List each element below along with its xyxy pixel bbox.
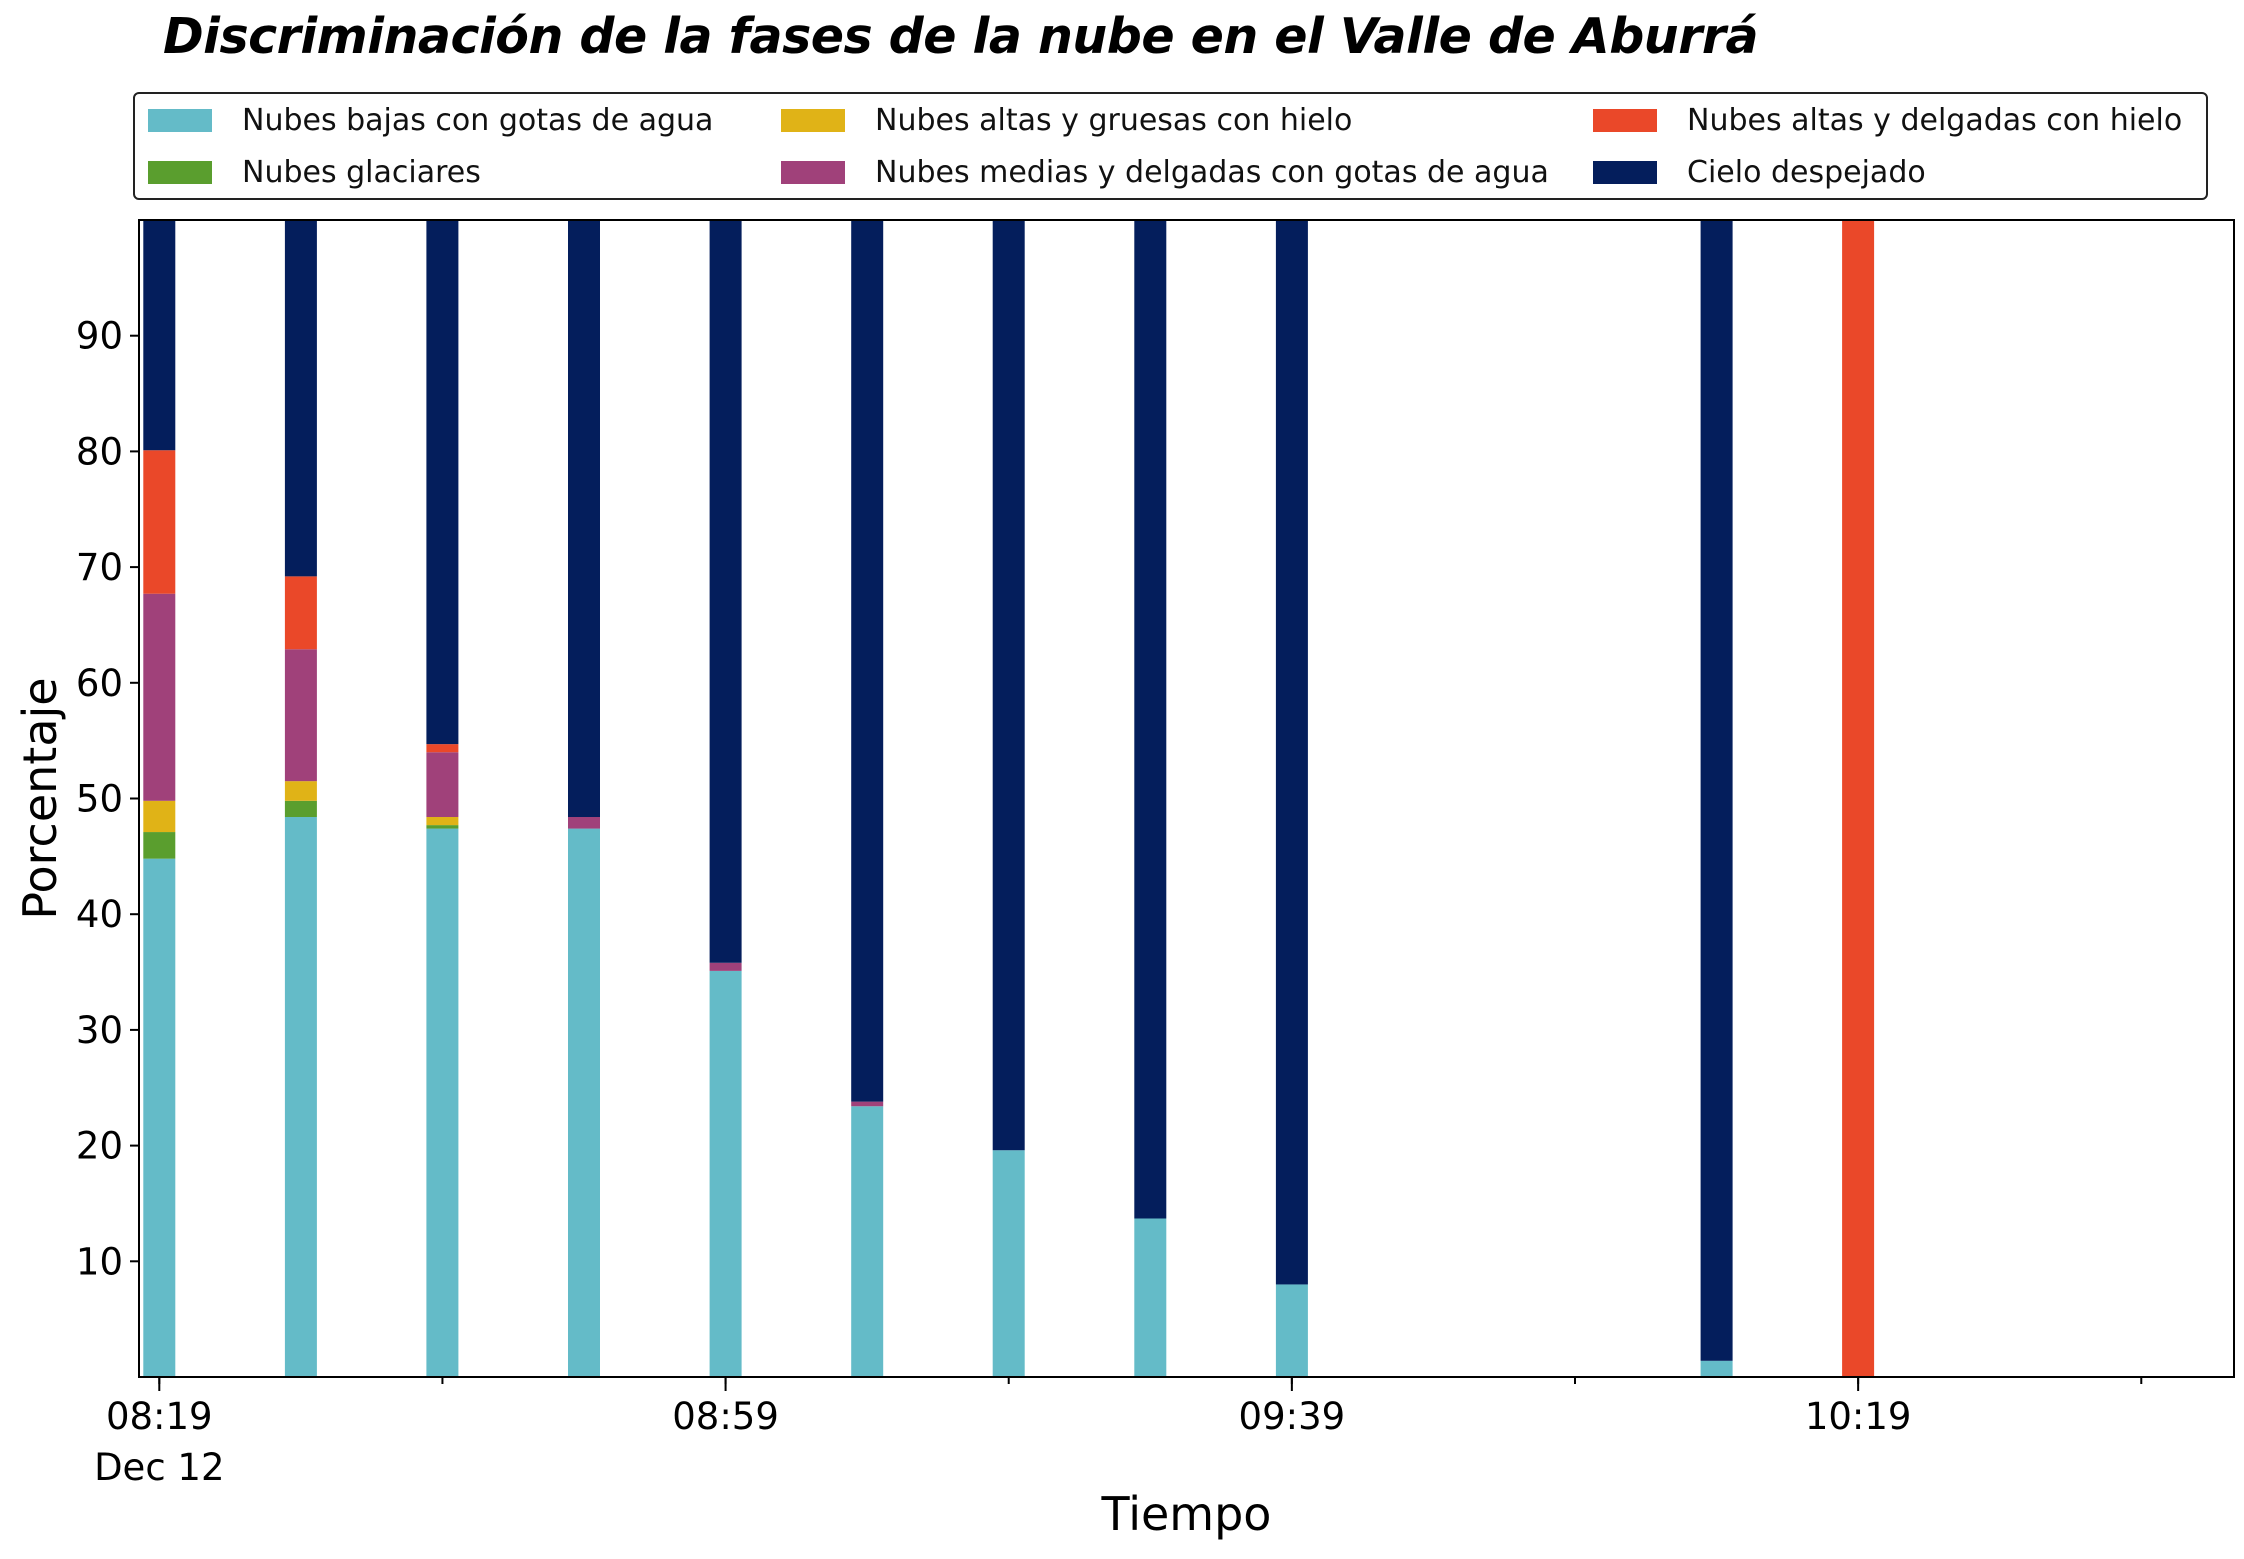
bar-segment: [1700, 220, 1733, 1361]
x-date-label: Dec 12: [94, 1446, 224, 1489]
legend-item: Nubes bajas con gotas de agua: [148, 98, 713, 142]
bar-segment: [284, 800, 317, 818]
bar-segment: [426, 828, 459, 1377]
bar-segment: [1700, 1360, 1733, 1377]
bar-segment: [426, 744, 459, 753]
bar-segment: [1275, 220, 1308, 1285]
bar-segment: [568, 220, 600, 818]
legend-item: Nubes altas y gruesas con hielo: [781, 98, 1352, 142]
y-tick-label: 20: [76, 1125, 123, 1168]
legend-label: Nubes glaciares: [242, 154, 481, 190]
bar-segment: [143, 800, 176, 833]
bar-segment: [143, 450, 176, 594]
bar-segment: [568, 828, 600, 1377]
legend-swatch: [148, 108, 212, 132]
y-axis-label: Porcentaje: [13, 677, 67, 919]
bar-segment: [992, 1150, 1025, 1377]
bar-segment: [143, 593, 176, 801]
x-tick-label: 08:59: [672, 1395, 779, 1438]
legend-swatch: [781, 160, 845, 184]
bar-segment: [284, 649, 317, 782]
legend-item: Nubes medias y delgadas con gotas de agu…: [781, 150, 1549, 194]
bar-segment: [709, 962, 742, 971]
bar-segment: [1134, 220, 1167, 1219]
x-axis-label: Tiempo: [1101, 1487, 1272, 1541]
legend-swatch: [148, 160, 212, 184]
x-tick-label: 08:19: [106, 1395, 213, 1438]
legend-label: Nubes bajas con gotas de agua: [242, 102, 714, 138]
bar-segment: [851, 1101, 884, 1107]
bar-segment: [709, 220, 742, 963]
legend-label: Cielo despejado: [1687, 154, 1926, 190]
legend-swatch: [781, 108, 845, 132]
bar-segment: [992, 220, 1025, 1151]
bar-segment: [426, 825, 459, 829]
legend-item: Nubes glaciares: [148, 150, 481, 194]
y-tick-label: 90: [76, 315, 123, 358]
bar-segment: [143, 832, 176, 859]
bar-segment: [709, 970, 742, 1377]
bar-segment: [426, 817, 459, 826]
bar-segment: [851, 220, 884, 1102]
bar-segment: [284, 781, 317, 801]
bar-segment: [143, 858, 176, 1377]
bar-segment: [426, 220, 459, 745]
y-tick-label: 10: [76, 1240, 123, 1283]
legend-item: Cielo despejado: [1593, 150, 1926, 194]
y-tick-label: 60: [76, 662, 123, 705]
legend-swatch: [1593, 108, 1657, 132]
bar-segment: [1134, 1218, 1167, 1377]
y-tick-label: 50: [76, 778, 123, 821]
bar-segment: [284, 220, 317, 577]
legend-label: Nubes altas y gruesas con hielo: [875, 102, 1353, 138]
bar-segment: [284, 817, 317, 1377]
y-tick-label: 40: [76, 893, 123, 936]
bar-segment: [1842, 220, 1875, 1377]
bar-segment: [284, 576, 317, 650]
y-tick-label: 80: [76, 430, 123, 473]
legend-swatch: [1593, 160, 1657, 184]
bar-segment: [568, 817, 600, 829]
legend-label: Nubes altas y delgadas con hielo: [1687, 102, 2183, 138]
bar-segment: [143, 220, 176, 451]
legend-label: Nubes medias y delgadas con gotas de agu…: [875, 154, 1549, 190]
y-tick-label: 70: [76, 546, 123, 589]
y-tick-label: 30: [76, 1009, 123, 1052]
legend-item: Nubes altas y delgadas con hielo: [1593, 98, 2182, 142]
chart-title: Discriminación de la fases de la nube en…: [163, 8, 1759, 65]
legend: Nubes bajas con gotas de agua Nubes glaci…: [133, 92, 2208, 200]
x-tick-label: 10:19: [1805, 1395, 1912, 1438]
bar-segment: [426, 752, 459, 818]
x-tick-label: 09:39: [1239, 1395, 1346, 1438]
bar-segment: [1275, 1284, 1308, 1377]
bar-segment: [851, 1106, 884, 1377]
